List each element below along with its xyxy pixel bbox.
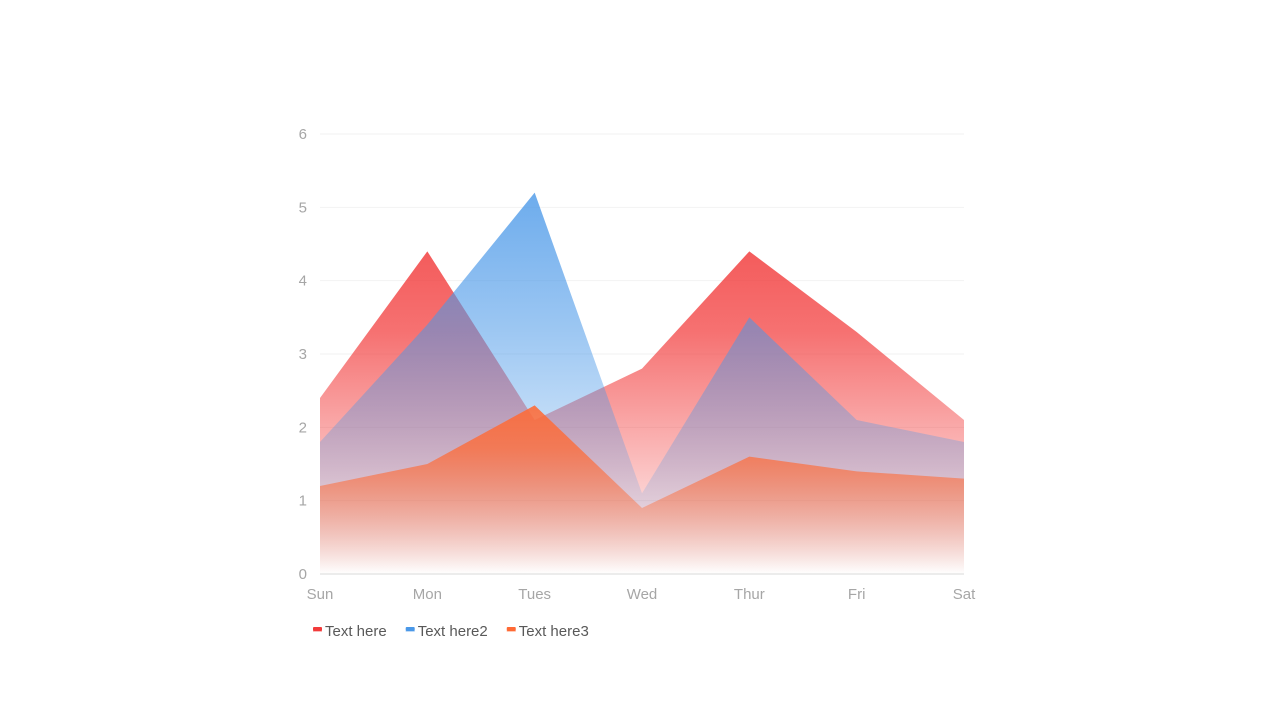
axes: 0 1 2 3 4 5 6 Sun Mon Tues Wed Thur Fri Sat xyxy=(299,126,976,603)
legend-swatch xyxy=(405,627,415,631)
legend-swatch-fade xyxy=(506,630,516,632)
x-tick-label: Thur xyxy=(734,586,765,603)
legend-swatch-fade xyxy=(405,630,415,632)
y-tick-label: 0 xyxy=(299,566,307,583)
x-tick-label: Wed xyxy=(627,586,658,603)
legend: Text here Text here2 Text here3 xyxy=(313,623,589,640)
y-tick-label: 6 xyxy=(299,126,307,143)
x-tick-label: Tues xyxy=(518,586,551,603)
legend-label: Text here3 xyxy=(519,623,589,640)
x-tick-label: Sat xyxy=(953,586,976,603)
legend-swatch xyxy=(313,627,322,631)
y-tick-label: 1 xyxy=(299,493,307,510)
legend-swatch-fade xyxy=(313,630,322,632)
x-tick-label: Sun xyxy=(307,586,334,603)
y-tick-label: 5 xyxy=(299,199,307,216)
series-areas xyxy=(320,192,964,575)
x-tick-label: Fri xyxy=(848,586,866,603)
y-tick-label: 3 xyxy=(299,346,307,363)
y-tick-label: 4 xyxy=(299,273,307,290)
legend-label: Text here xyxy=(325,623,387,640)
x-tick-label: Mon xyxy=(413,586,442,603)
series-area-3 xyxy=(320,405,964,574)
legend-label: Text here2 xyxy=(418,623,488,640)
y-tick-label: 2 xyxy=(299,419,307,436)
legend-swatch xyxy=(506,627,516,631)
